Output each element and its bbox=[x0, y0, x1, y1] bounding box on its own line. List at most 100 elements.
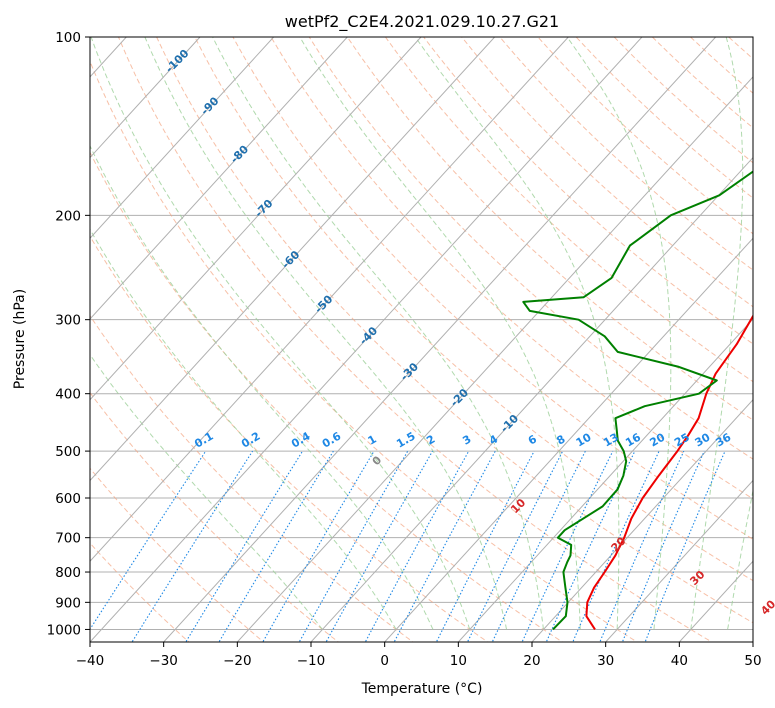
plot-frame bbox=[89, 36, 754, 643]
x-tick-label: −20 bbox=[223, 653, 252, 669]
moist-adiabat-label: 40 bbox=[758, 597, 775, 617]
mixing-ratio-line bbox=[545, 450, 636, 642]
y-axis-label: Pressure (hPa) bbox=[12, 289, 28, 389]
moist-adiabat bbox=[566, 37, 672, 630]
mixing-ratio-label: 6 bbox=[526, 432, 539, 447]
mixing-ratio-label: 3 bbox=[460, 433, 473, 448]
x-tick-label: 30 bbox=[597, 653, 614, 669]
isotherm-line bbox=[90, 37, 643, 642]
dry-adiabat bbox=[308, 37, 753, 460]
moist-adiabat bbox=[727, 488, 753, 630]
mixing-ratio-line bbox=[621, 450, 705, 642]
dewpoint-line bbox=[522, 170, 753, 631]
x-tick-label: 50 bbox=[744, 653, 761, 669]
x-tick-label: −40 bbox=[76, 653, 105, 669]
y-tick-label: 900 bbox=[55, 595, 81, 611]
x-tick-label: −30 bbox=[149, 653, 178, 669]
isotherm-line bbox=[90, 37, 348, 320]
mixing-ratio-label: 0.2 bbox=[239, 430, 262, 451]
y-tick-label: 100 bbox=[55, 30, 81, 46]
dry-adiabat bbox=[90, 151, 564, 642]
mixing-ratio-line bbox=[325, 450, 433, 642]
mixing-ratio-line bbox=[435, 450, 535, 642]
dry-adiabat bbox=[90, 391, 340, 642]
isotherm-line bbox=[90, 37, 201, 159]
x-tick-label: 20 bbox=[523, 653, 540, 669]
dry-adiabat bbox=[194, 37, 753, 582]
moist-adiabat bbox=[212, 37, 544, 630]
isotherm-line bbox=[236, 76, 753, 642]
dry-adiabat bbox=[90, 314, 414, 642]
y-tick-label: 500 bbox=[55, 444, 81, 460]
y-tick-label: 700 bbox=[55, 531, 81, 547]
mixing-ratio-label: 4 bbox=[487, 432, 500, 447]
moist-adiabat bbox=[414, 37, 620, 630]
mixing-ratio-line bbox=[131, 450, 254, 642]
isotherm-line bbox=[457, 318, 753, 642]
temperature-line bbox=[585, 314, 753, 630]
chart-title: wetPf2_C2E4.2021.029.10.27.G21 bbox=[285, 12, 559, 32]
isotherm-line bbox=[605, 479, 753, 642]
dry-adiabat bbox=[90, 467, 265, 642]
isotherm-line bbox=[90, 37, 275, 240]
x-tick-label: 0 bbox=[380, 653, 389, 669]
mixing-ratio-line bbox=[393, 450, 496, 642]
y-tick-label: 800 bbox=[55, 565, 81, 581]
mixing-ratio-label: 8 bbox=[554, 433, 567, 448]
moist-adiabat bbox=[90, 353, 323, 630]
isotherm-line bbox=[531, 399, 753, 642]
dry-adiabat bbox=[232, 37, 753, 540]
moist-adiabat-label: 10 bbox=[508, 496, 528, 516]
mixing-ratio-label: 10 bbox=[574, 430, 594, 449]
isotherm-line bbox=[163, 37, 717, 642]
mixing-ratio-line bbox=[644, 450, 726, 642]
dry-adiabat bbox=[90, 235, 489, 642]
x-tick-label: 40 bbox=[671, 653, 688, 669]
dry-adiabat bbox=[118, 37, 713, 642]
dry-adiabat bbox=[156, 37, 753, 624]
y-tick-label: 300 bbox=[55, 313, 81, 329]
mixing-ratio-label: 1.5 bbox=[394, 430, 417, 451]
mixing-ratio-line bbox=[491, 450, 586, 642]
mixing-ratio-label: 1 bbox=[366, 433, 379, 448]
dry-adiabat bbox=[90, 60, 638, 642]
mixing-ratio-line bbox=[572, 450, 660, 642]
dry-adiabat bbox=[767, 37, 775, 644]
mixing-ratio-line bbox=[262, 450, 375, 642]
moist-adiabat bbox=[90, 228, 397, 630]
mixing-ratio-line bbox=[364, 450, 470, 642]
mixing-ratio-label: 2 bbox=[424, 433, 437, 448]
isotherm-line bbox=[752, 641, 753, 642]
mixing-ratio-line bbox=[185, 450, 303, 642]
moist-adiabat bbox=[299, 37, 581, 630]
moist-adiabat bbox=[144, 37, 508, 630]
mixing-ratio-label: 0.1 bbox=[192, 430, 215, 451]
y-tick-label: 200 bbox=[55, 208, 81, 224]
mixing-ratio-line bbox=[218, 450, 334, 642]
moist-adiabat bbox=[90, 37, 471, 630]
dry-adiabat bbox=[575, 37, 753, 199]
dry-adiabat bbox=[270, 37, 753, 500]
dry-adiabat bbox=[728, 37, 753, 60]
isotherm-line bbox=[384, 237, 753, 642]
mixing-ratio-line bbox=[466, 450, 564, 642]
isotherm-line bbox=[90, 37, 569, 563]
x-tick-label: 10 bbox=[450, 653, 467, 669]
mixing-ratio-line bbox=[90, 450, 207, 631]
isotherm-line bbox=[310, 156, 753, 642]
moist-adiabat bbox=[90, 144, 434, 630]
mixing-ratio-line bbox=[521, 450, 614, 642]
dry-adiabat bbox=[346, 37, 753, 421]
y-tick-label: 600 bbox=[55, 491, 81, 507]
line-labels: -100-90-80-70-60-50-40-30-20-100.1 0.2 0.4… bbox=[163, 47, 775, 618]
mixing-ratio-line bbox=[599, 450, 685, 642]
isotherm-line bbox=[90, 37, 422, 401]
x-tick-label: −10 bbox=[297, 653, 326, 669]
y-tick-label: 1000 bbox=[47, 622, 81, 638]
mixing-ratio-label: 16 bbox=[623, 430, 643, 449]
mixing-ratio-label: 20 bbox=[647, 430, 667, 449]
series-layer bbox=[522, 170, 753, 631]
background-lines bbox=[90, 37, 775, 644]
axis-ticks: −40 −30 −20 −10 0 10 20 30 40 5010020030040050060… bbox=[47, 30, 762, 669]
